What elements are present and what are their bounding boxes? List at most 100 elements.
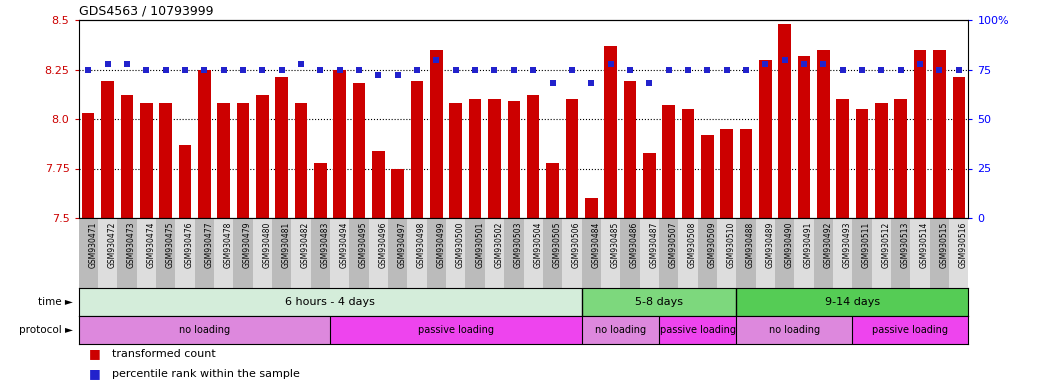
Bar xyxy=(663,105,675,218)
Bar xyxy=(601,218,620,288)
Point xyxy=(757,61,774,67)
Point xyxy=(892,66,909,73)
Bar xyxy=(875,103,888,218)
Text: GSM930509: GSM930509 xyxy=(708,222,716,268)
Text: GSM930499: GSM930499 xyxy=(437,222,445,268)
Point xyxy=(177,66,194,73)
Bar xyxy=(640,218,659,288)
Text: no loading: no loading xyxy=(768,325,820,335)
Bar xyxy=(736,288,968,316)
Bar xyxy=(775,218,795,288)
Text: GSM930494: GSM930494 xyxy=(339,222,349,268)
Bar xyxy=(894,99,907,218)
Point xyxy=(544,80,561,86)
Bar xyxy=(353,83,365,218)
Point xyxy=(796,61,812,67)
Text: GSM930516: GSM930516 xyxy=(959,222,967,268)
Text: protocol ►: protocol ► xyxy=(19,325,73,335)
Text: 5-8 days: 5-8 days xyxy=(634,297,683,307)
Point xyxy=(486,66,503,73)
Bar xyxy=(547,162,559,218)
Bar xyxy=(659,218,678,288)
Bar xyxy=(739,129,753,218)
Bar xyxy=(311,218,330,288)
Bar xyxy=(604,46,617,218)
Text: 9-14 days: 9-14 days xyxy=(825,297,879,307)
Bar xyxy=(82,113,94,218)
Bar xyxy=(833,218,852,288)
Bar xyxy=(198,70,210,218)
Bar xyxy=(252,218,272,288)
Text: GSM930507: GSM930507 xyxy=(669,222,677,268)
Bar xyxy=(682,109,694,218)
Text: GSM930490: GSM930490 xyxy=(784,222,794,268)
Bar xyxy=(136,218,156,288)
Point xyxy=(622,66,639,73)
Text: GSM930500: GSM930500 xyxy=(455,222,465,268)
Text: no loading: no loading xyxy=(595,325,646,335)
Bar xyxy=(485,218,505,288)
Bar xyxy=(524,218,542,288)
Bar xyxy=(581,218,601,288)
Text: GSM930508: GSM930508 xyxy=(688,222,697,268)
Bar xyxy=(852,316,968,344)
Bar xyxy=(195,218,214,288)
Text: GSM930495: GSM930495 xyxy=(359,222,369,268)
Bar xyxy=(620,218,640,288)
Bar xyxy=(798,56,810,218)
Text: GSM930512: GSM930512 xyxy=(882,222,890,268)
Point xyxy=(951,66,967,73)
Text: GSM930492: GSM930492 xyxy=(823,222,832,268)
Text: passive loading: passive loading xyxy=(418,325,494,335)
Bar xyxy=(392,169,404,218)
Text: GSM930474: GSM930474 xyxy=(147,222,155,268)
Bar xyxy=(427,218,446,288)
Text: GSM930475: GSM930475 xyxy=(165,222,175,268)
Bar xyxy=(407,218,427,288)
Bar xyxy=(237,103,249,218)
Text: GSM930497: GSM930497 xyxy=(398,222,406,268)
Bar xyxy=(466,218,485,288)
Text: GSM930493: GSM930493 xyxy=(843,222,851,268)
Text: GSM930471: GSM930471 xyxy=(88,222,97,268)
Bar xyxy=(79,316,330,344)
Bar xyxy=(581,288,736,316)
Point xyxy=(273,66,290,73)
Text: GSM930501: GSM930501 xyxy=(475,222,484,268)
Point xyxy=(583,80,600,86)
Bar xyxy=(930,218,950,288)
Bar xyxy=(350,218,369,288)
Point xyxy=(699,66,716,73)
Point xyxy=(235,66,251,73)
Point xyxy=(370,72,386,78)
Bar xyxy=(120,95,133,218)
Bar xyxy=(814,218,833,288)
Bar xyxy=(527,95,539,218)
Bar xyxy=(581,316,659,344)
Point xyxy=(99,61,116,67)
Text: passive loading: passive loading xyxy=(660,325,736,335)
Bar xyxy=(159,103,172,218)
Text: ■: ■ xyxy=(89,367,105,381)
Bar xyxy=(291,218,311,288)
Text: GSM930488: GSM930488 xyxy=(745,222,755,268)
Bar xyxy=(175,218,195,288)
Bar xyxy=(140,103,153,218)
Bar xyxy=(585,198,598,218)
Bar xyxy=(372,151,384,218)
Point xyxy=(834,66,851,73)
Point xyxy=(602,61,619,67)
Point xyxy=(776,56,793,63)
Bar xyxy=(855,109,868,218)
Text: GSM930489: GSM930489 xyxy=(765,222,775,268)
Bar xyxy=(102,81,114,218)
Text: GSM930505: GSM930505 xyxy=(553,222,561,268)
Text: GSM930484: GSM930484 xyxy=(592,222,600,268)
Bar xyxy=(778,24,790,218)
Text: GSM930479: GSM930479 xyxy=(243,222,252,268)
Point xyxy=(408,66,425,73)
Point xyxy=(912,61,929,67)
Bar xyxy=(79,218,97,288)
Text: GSM930483: GSM930483 xyxy=(320,222,330,268)
Bar xyxy=(179,145,192,218)
